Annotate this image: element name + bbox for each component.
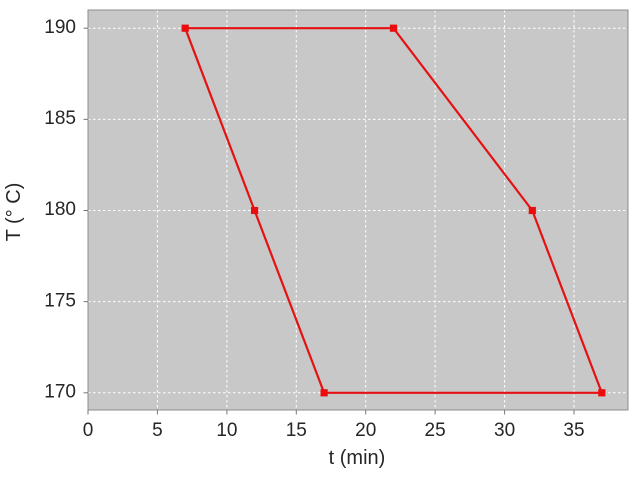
- svg-text:25: 25: [425, 420, 446, 441]
- svg-text:185: 185: [44, 108, 76, 129]
- svg-text:175: 175: [44, 290, 76, 311]
- svg-text:t (min): t (min): [329, 447, 386, 469]
- svg-text:190: 190: [44, 17, 76, 38]
- svg-text:170: 170: [44, 382, 76, 403]
- svg-text:35: 35: [563, 420, 584, 441]
- svg-text:10: 10: [216, 420, 237, 441]
- svg-text:5: 5: [152, 420, 163, 441]
- svg-text:0: 0: [83, 420, 94, 441]
- svg-text:30: 30: [494, 420, 515, 441]
- svg-text:15: 15: [286, 420, 307, 441]
- svg-text:180: 180: [44, 199, 76, 220]
- svg-text:20: 20: [355, 420, 376, 441]
- svg-text:T (° C): T (° C): [3, 183, 25, 242]
